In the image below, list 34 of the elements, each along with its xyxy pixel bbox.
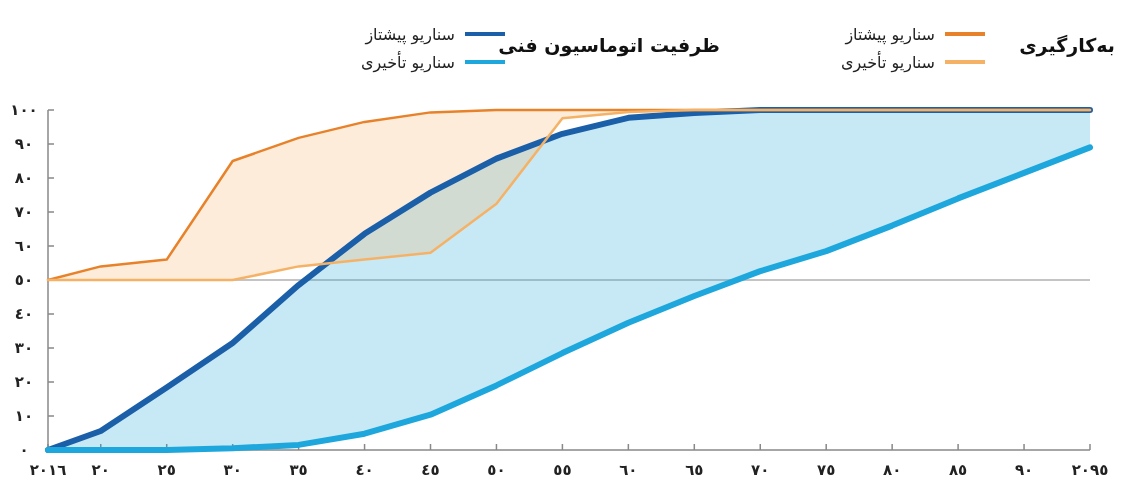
x-tick-label: ٢٠٩٥ — [1071, 461, 1109, 479]
x-tick-label: ٩٠ — [1014, 461, 1034, 479]
y-tick-label: ١٠ — [14, 407, 34, 425]
text: ظرفیت اتوماسیون فنی — [498, 34, 720, 56]
x-tick-label: ٤٠ — [355, 461, 374, 479]
y-tick-label: ٢٠ — [14, 373, 34, 391]
x-tick-label: ٢٠ — [91, 461, 110, 479]
x-tick-label: ٥٠ — [487, 461, 506, 479]
x-tick-label: ٣٠ — [223, 461, 242, 479]
legend-label: سناریو پیشتاز — [844, 25, 935, 45]
y-tick-label: ٤٠ — [14, 305, 34, 323]
x-tick-label: ٦٥ — [685, 461, 704, 479]
y-tick-label: ٥٠ — [14, 271, 34, 289]
x-tick-label: ٣٥ — [289, 461, 308, 479]
y-tick-label: ٧٠ — [14, 203, 34, 221]
x-tick-label: ٧٥ — [817, 461, 836, 479]
x-tick-label: ٥٥ — [553, 461, 572, 479]
x-tick-label: ٢٠١٦ — [29, 461, 67, 479]
y-tick-label: ١٠٠ — [10, 101, 38, 119]
x-tick-label: ٨٥ — [948, 461, 968, 479]
y-tick-label: ٣٠ — [14, 339, 34, 357]
legend-label: سناریو تأخیری — [840, 51, 935, 73]
x-tick-label: ٨٠ — [883, 461, 902, 479]
x-tick-label: ٢٥ — [157, 461, 176, 479]
y-tick-label: ٦٠ — [14, 237, 34, 255]
y-tick-label: ٩٠ — [14, 135, 34, 153]
text: به‌کارگیری — [1019, 34, 1115, 56]
legend-label: سناریو پیشتاز — [364, 25, 455, 45]
y-tick-label: ٠ — [19, 441, 29, 459]
x-tick-label: ٤٥ — [421, 461, 440, 479]
x-tick-label: ٧٠ — [751, 461, 770, 479]
legend-label: سناریو تأخیری — [360, 51, 455, 73]
x-tick-label: ٦٠ — [619, 461, 638, 479]
y-tick-label: ٨٠ — [14, 169, 34, 187]
